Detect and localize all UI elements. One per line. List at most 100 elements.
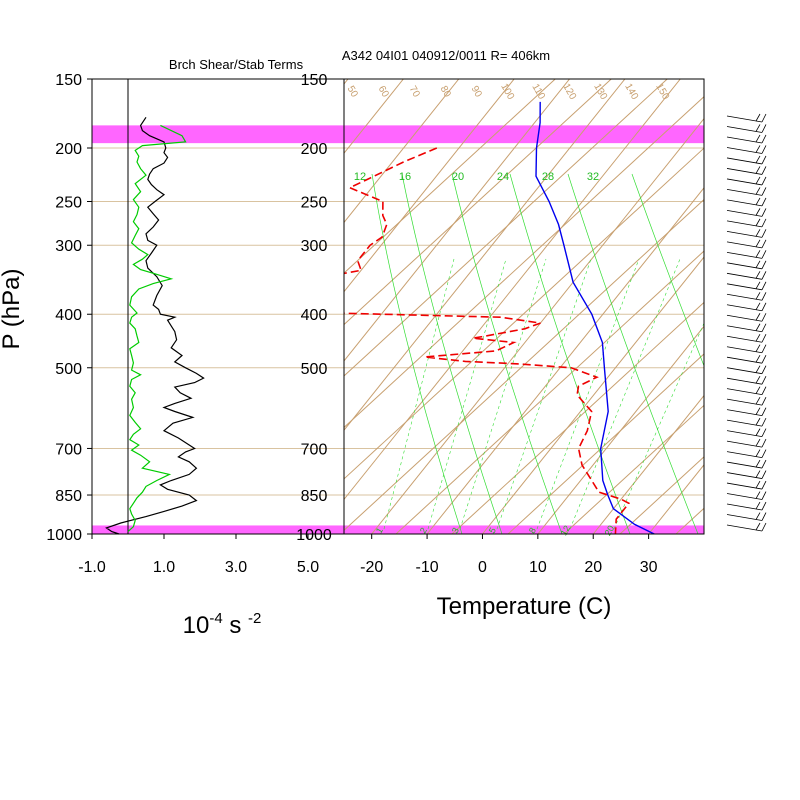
stability-panel-title: Brch Shear/Stab Terms bbox=[169, 57, 304, 72]
wind-barb bbox=[726, 166, 767, 175]
skewt-pressure-tick-labels: 150 200 250 300 400 500 700 850 1000 bbox=[296, 72, 332, 544]
wind-barb bbox=[726, 407, 767, 417]
wind-barb bbox=[726, 375, 767, 385]
isotherm--10 bbox=[426, 187, 704, 534]
temperature-axis-label: Temperature (C) bbox=[437, 593, 612, 620]
left-band-0 bbox=[92, 125, 344, 144]
skewt-panel-title: A342 04I01 040912/0011 R= 406km bbox=[342, 48, 550, 63]
left-ytick-1000: 1000 bbox=[46, 527, 82, 544]
moist-adiabat-4 bbox=[567, 173, 699, 534]
dry-adiabat-0 bbox=[344, 147, 704, 480]
temp-xtick-20: 20 bbox=[584, 559, 602, 576]
wind-barbs bbox=[726, 113, 767, 532]
pressure-axis-label: P (hPa) bbox=[0, 269, 25, 350]
moist-adiabat-label-20: 20 bbox=[452, 171, 464, 183]
left-highlight-bands bbox=[92, 125, 344, 534]
temperature-profile-line bbox=[535, 101, 655, 534]
skewt-ytick-500: 500 bbox=[301, 361, 328, 378]
moist-adiabat-label-24: 24 bbox=[497, 171, 509, 183]
moist-adiabat-0 bbox=[371, 173, 463, 534]
skewt-ytick-400: 400 bbox=[301, 307, 328, 324]
isotherm--60 bbox=[344, 79, 515, 293]
dry-adiabat-2 bbox=[395, 250, 704, 534]
wind-barb bbox=[726, 134, 767, 144]
dry-adiabat-label-50: 50 bbox=[345, 84, 360, 100]
temp-xtick-10: 10 bbox=[529, 559, 547, 576]
skewt-ytick-700: 700 bbox=[301, 441, 328, 458]
left-ytick-150: 150 bbox=[55, 72, 82, 89]
dry-adiabat--1 bbox=[344, 95, 704, 429]
skewt-ytick-150: 150 bbox=[301, 72, 328, 89]
left-band-1 bbox=[92, 525, 344, 534]
wind-barb bbox=[726, 208, 767, 217]
xlabel-unit: s bbox=[223, 612, 248, 639]
isotherm-10 bbox=[537, 325, 704, 534]
wind-barb bbox=[726, 176, 767, 186]
mixing-ratio-label-1: 1 bbox=[374, 526, 385, 535]
wind-barb bbox=[726, 281, 767, 291]
mixing-ratio-line-5 bbox=[569, 258, 681, 530]
wind-barb bbox=[726, 323, 767, 333]
moist-adiabat-label-28: 28 bbox=[542, 171, 554, 183]
skewt-plot-frame bbox=[343, 78, 705, 535]
skewt-ytick-1000: 1000 bbox=[296, 527, 332, 544]
wind-barb bbox=[726, 197, 767, 207]
wind-barb bbox=[726, 512, 767, 521]
stability-panel: 150 200 250 300 400 500 700 850 1000 -1.0 1.0 3.0 5… bbox=[0, 57, 345, 639]
wind-barb bbox=[726, 428, 767, 438]
pressure-tick-labels: 150 200 250 300 400 500 700 850 1000 bbox=[46, 72, 92, 544]
temp-xtick--10: -10 bbox=[416, 559, 439, 576]
dry-adiabat--2 bbox=[344, 79, 668, 377]
dry-adiabat-label-80: 80 bbox=[438, 84, 453, 100]
isotherm--40 bbox=[344, 79, 626, 431]
left-ytick-300: 300 bbox=[55, 238, 82, 255]
mixing-ratio-line-1 bbox=[427, 258, 507, 530]
skewt-background-lines bbox=[344, 79, 704, 534]
skewt-ytick-300: 300 bbox=[301, 238, 328, 255]
left-ytick-500: 500 bbox=[55, 361, 82, 378]
wind-barb bbox=[726, 145, 767, 154]
wind-barb bbox=[726, 501, 767, 511]
wind-barb bbox=[726, 396, 767, 406]
mixing-ratio-label-8: 8 bbox=[527, 526, 538, 535]
isotherm--20 bbox=[371, 117, 704, 534]
xlabel-exponent-2: -2 bbox=[248, 610, 261, 627]
wind-barb bbox=[726, 229, 767, 238]
xlabel-exponent: -4 bbox=[209, 610, 222, 627]
wind-barb bbox=[726, 155, 767, 165]
left-xtick-1.0: 1.0 bbox=[153, 559, 175, 576]
dry-adiabat-1 bbox=[344, 198, 704, 532]
dry-adiabat--3 bbox=[344, 79, 612, 326]
dry-adiabat-4 bbox=[507, 353, 704, 534]
stability-x-tick-labels: -1.0 1.0 3.0 5.0 bbox=[78, 534, 319, 576]
moist-adiabat-label-32: 32 bbox=[587, 171, 599, 183]
moist-adiabat-2 bbox=[451, 173, 563, 534]
mixing-ratio-line-6 bbox=[613, 322, 704, 530]
dry-adiabat-label-60: 60 bbox=[376, 84, 391, 100]
skewt-band-0 bbox=[344, 125, 704, 144]
wind-barb bbox=[726, 218, 767, 228]
wind-barb bbox=[726, 124, 767, 133]
mixing-ratio-line-4 bbox=[536, 258, 640, 530]
isotherm--30 bbox=[344, 79, 681, 501]
mixing-ratio-label-3: 3 bbox=[450, 526, 461, 535]
wind-barb bbox=[726, 480, 767, 490]
temperature-tick-labels: -20 -10 0 10 20 30 bbox=[360, 534, 658, 576]
skewt-ytick-850: 850 bbox=[301, 488, 328, 505]
wind-barb bbox=[726, 313, 767, 322]
wind-barb bbox=[726, 260, 767, 270]
wind-barb bbox=[726, 113, 767, 123]
wind-barb bbox=[726, 271, 767, 280]
left-xtick-3.0: 3.0 bbox=[225, 559, 247, 576]
wind-barb bbox=[726, 438, 767, 448]
mixing-ratio-line-0 bbox=[383, 258, 455, 530]
wind-barb bbox=[726, 365, 767, 375]
dewpoint-profile-line bbox=[344, 147, 631, 534]
skewt-plot-area bbox=[344, 79, 704, 534]
wind-barb bbox=[726, 491, 767, 500]
dry-adiabat-5 bbox=[563, 404, 704, 534]
left-ytick-850: 850 bbox=[55, 488, 82, 505]
temp-xtick--20: -20 bbox=[360, 559, 383, 576]
dry-adiabat--4 bbox=[344, 79, 556, 274]
